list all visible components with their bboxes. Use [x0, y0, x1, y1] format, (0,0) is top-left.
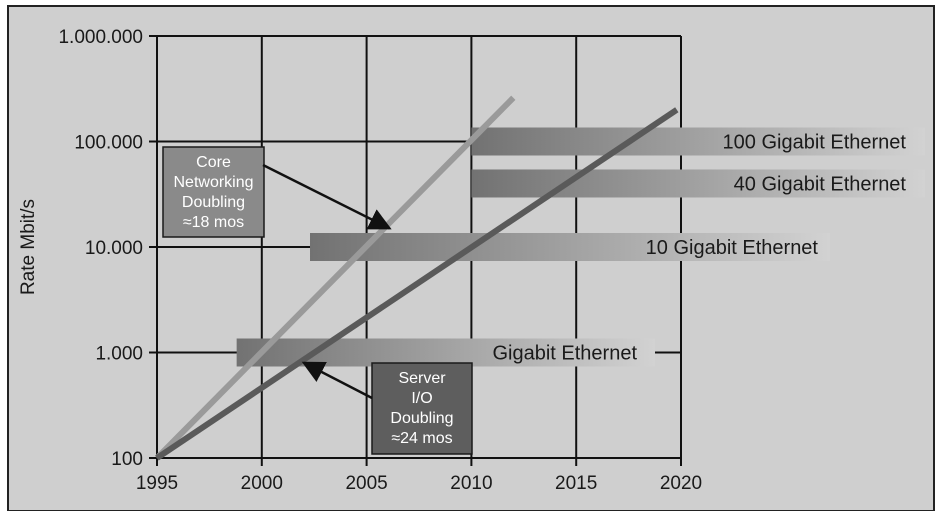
core-series-line — [154, 95, 516, 461]
y-tick-label: 1.000.000 — [58, 27, 143, 48]
annotation-text: I/O — [411, 390, 432, 407]
band-label: Gigabit Ethernet — [492, 343, 637, 365]
x-tick-label: 2010 — [450, 473, 492, 494]
annotation-text: Server — [398, 370, 446, 387]
band: 100 Gigabit Ethernet — [471, 127, 925, 156]
annotation-arrow — [301, 361, 373, 400]
annotation-text: Doubling — [182, 194, 245, 211]
x-tick-label: 2015 — [555, 473, 597, 494]
band-label: 10 Gigabit Ethernet — [646, 237, 819, 259]
band-bar — [471, 127, 925, 156]
annotation-text: Doubling — [390, 410, 453, 427]
y-tick-label: 100 — [111, 449, 143, 470]
band: Gigabit Ethernet — [236, 338, 655, 367]
y-tick-label: 1.000 — [95, 344, 143, 365]
annotation-box — [371, 362, 473, 455]
core-annotation: Core Networking Doubling ≈18 mos — [162, 146, 392, 238]
annotation-text: Networking — [173, 174, 253, 191]
x-tick-label: 2000 — [241, 473, 283, 494]
server-annotation: Server I/O Doubling ≈24 mos — [301, 361, 473, 455]
annotation-text: ≈24 mos — [391, 430, 452, 447]
band: 40 Gigabit Ethernet — [471, 169, 925, 198]
ethernet-bands: 100 Gigabit Ethernet 40 Gigabit Ethernet 1… — [236, 127, 925, 367]
annotations: Core Networking Doubling ≈18 mos Server I/O Do… — [162, 146, 473, 455]
band-bar — [471, 169, 925, 198]
annotation-box — [162, 146, 265, 238]
server-series-line — [155, 107, 679, 461]
tick-labels: 1995 2000 2005 2010 2015 2020 100 1.000 10.000 10… — [58, 27, 702, 494]
band-bar — [310, 233, 830, 261]
annotation-text: ≈18 mos — [183, 214, 244, 231]
band: 10 Gigabit Ethernet — [310, 233, 830, 261]
band-label: 100 Gigabit Ethernet — [723, 132, 907, 154]
y-tick-label: 10.000 — [85, 238, 143, 259]
x-tick-label: 2005 — [345, 473, 387, 494]
x-tick-label: 1995 — [136, 473, 178, 494]
x-tick-label: 2020 — [660, 473, 702, 494]
y-tick-label: 100.000 — [74, 133, 143, 154]
annotation-arrow — [262, 163, 392, 230]
series — [154, 95, 679, 461]
band-label: 40 Gigabit Ethernet — [734, 173, 907, 195]
annotation-text: Core — [196, 154, 231, 171]
y-axis-label: Rate Mbit/s — [18, 199, 39, 295]
